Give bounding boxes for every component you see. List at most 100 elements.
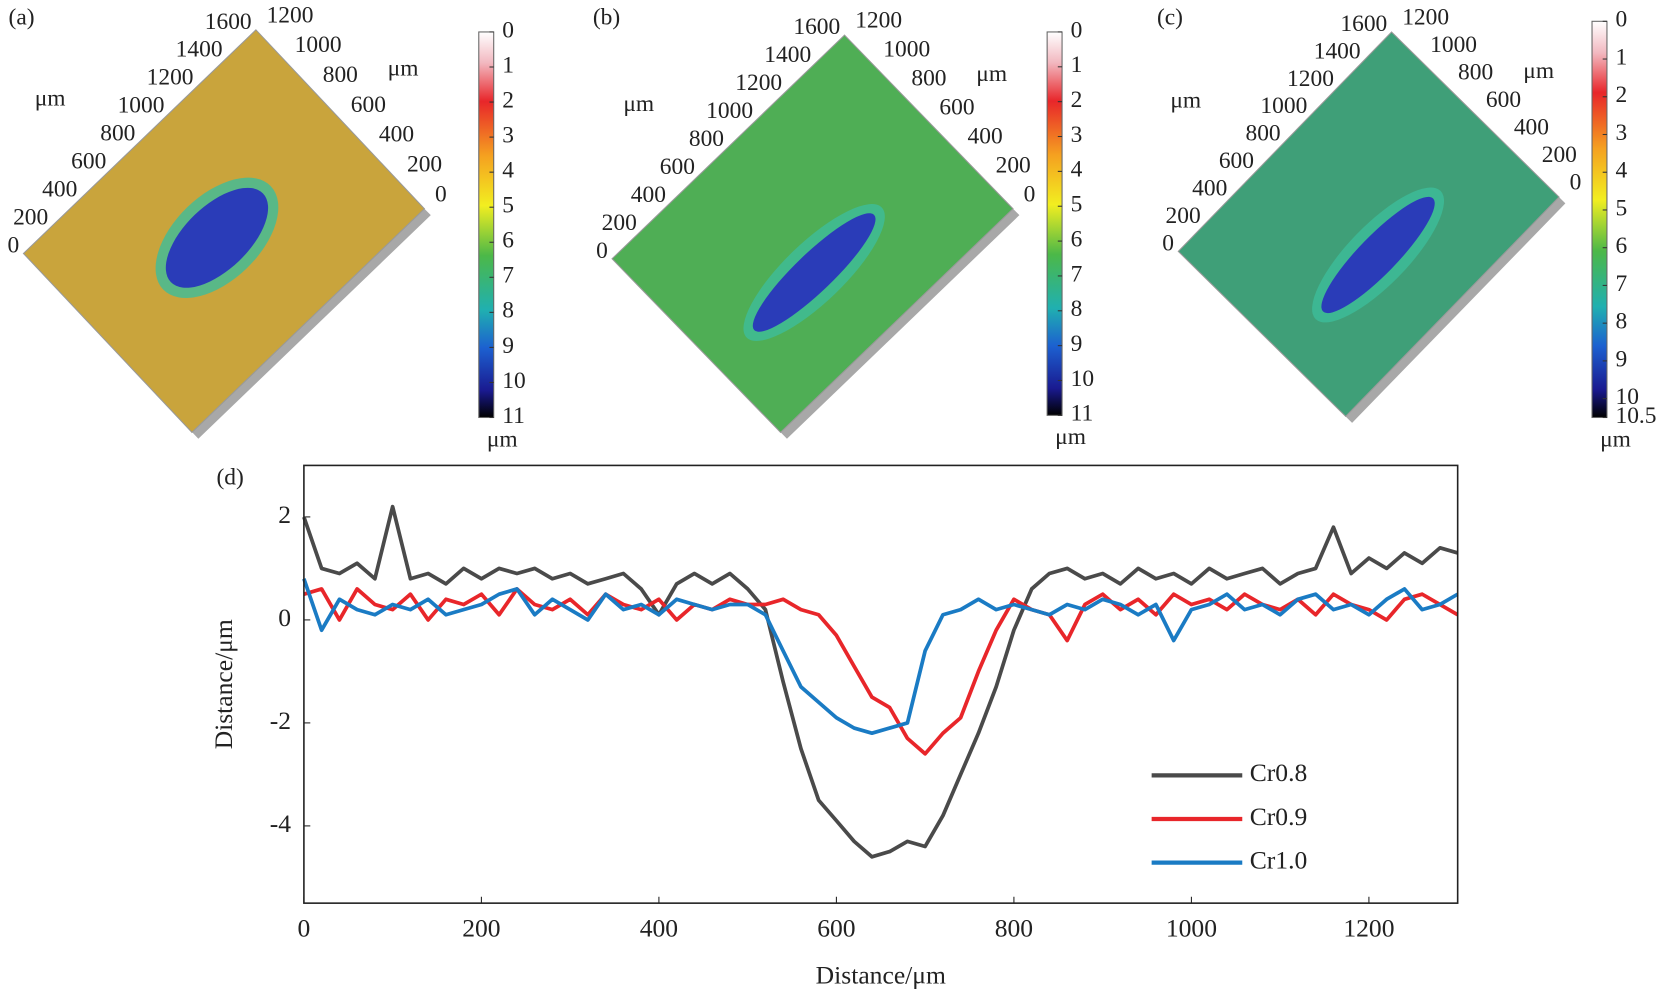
y-tick-label: 400	[379, 122, 414, 148]
colorbar-tick-label: 8	[1071, 296, 1083, 322]
colorbar-tick-label: 5	[1615, 195, 1627, 221]
legend-label: Cr1.0	[1250, 846, 1308, 875]
panel-label: (a)	[9, 5, 35, 31]
y-tick-label: 600	[351, 92, 386, 118]
x-tick-label: 1600	[793, 14, 840, 40]
y-axis-label: μm	[976, 61, 1007, 87]
colorbar-label: μm	[487, 426, 518, 452]
colorbar-tick-label: 10.5	[1615, 403, 1656, 429]
colorbar-tick-label: 10	[1615, 384, 1638, 410]
colorbar-tick-label: 4	[502, 158, 514, 184]
y-tick-label: 400	[968, 123, 1003, 149]
colorbar-tick-label: 1	[1071, 52, 1083, 78]
colorbar-tick-label: 5	[502, 193, 514, 219]
y-tick-label: 200	[407, 152, 442, 178]
y-tick-label: 0	[1024, 181, 1036, 207]
colorbar-tick-label: 8	[1615, 309, 1627, 335]
colorbar-tick-label: 3	[1071, 122, 1083, 148]
colorbar-tick-label: 4	[1615, 158, 1627, 184]
x-tick-label: 1000	[706, 98, 753, 124]
colorbar-tick-label: 10	[502, 368, 525, 394]
colorbar-tick-label: 1	[502, 52, 514, 78]
plot-frame	[303, 464, 1459, 904]
x-tick-label: 1400	[764, 42, 811, 68]
y-tick-label: 800	[911, 66, 946, 92]
x-tick-label: 400	[42, 177, 77, 203]
colorbar-tick-label: 7	[1615, 271, 1627, 297]
x-tick-label: 800	[100, 121, 135, 147]
colorbar-tick-label: 0	[1071, 17, 1083, 43]
y-tick-label: 800	[1458, 60, 1493, 86]
x-tick-label: 600	[660, 154, 695, 180]
data-line	[302, 578, 1459, 736]
x-tick-label: 1200	[147, 65, 194, 91]
panel-label: (b)	[593, 5, 620, 31]
legend-label: Cr0.8	[1250, 758, 1308, 787]
y-tick-label: 0	[1570, 170, 1582, 196]
x-tick-label: 400	[631, 182, 666, 208]
x-tick-label: 600	[817, 914, 855, 943]
x-tick-label: 800	[689, 126, 724, 152]
x-tick-label: 400	[640, 914, 678, 943]
x-tick-label: 1200	[1287, 66, 1334, 92]
y-tick-label: 400	[1514, 115, 1549, 141]
y-tick-label: 1000	[1430, 32, 1477, 58]
colorbar-tick-label: 4	[1071, 157, 1083, 183]
x-tick-label: 1200	[735, 70, 782, 96]
colorbar-tick-label: 9	[1615, 346, 1627, 372]
y-tick-label: 200	[996, 152, 1031, 178]
x-tick-label: 0	[1162, 230, 1174, 256]
y-tick-label: 0	[278, 603, 291, 632]
x-tick-label: 1400	[1314, 38, 1361, 64]
surface	[611, 34, 1014, 434]
x-axis-label: μm	[35, 85, 66, 111]
colorbar-tick-label: 5	[1071, 192, 1083, 218]
legend-label: Cr0.9	[1250, 802, 1308, 831]
x-tick-label: 200	[462, 914, 500, 943]
x-tick-label: 1600	[205, 9, 252, 35]
colorbar-tick-label: 3	[502, 122, 514, 148]
colorbar-tick-label: 2	[1615, 82, 1627, 108]
groove	[752, 213, 876, 332]
colorbar-tick-label: 6	[1071, 226, 1083, 252]
y-tick-label: 800	[323, 62, 358, 88]
x-tick-label: 0	[298, 914, 311, 943]
panel-label: (d)	[216, 465, 243, 491]
colorbar-label: μm	[1600, 426, 1631, 452]
x-axis-label: μm	[1170, 88, 1201, 114]
x-tick-label: 600	[1219, 148, 1254, 174]
y-tick-label: -4	[270, 809, 292, 838]
colorbar-tick-label: 9	[1071, 331, 1083, 357]
y-tick-label: 2	[278, 500, 291, 529]
y-axis-label: Distance/μm	[209, 619, 238, 749]
colorbar-tick-label: 2	[502, 87, 514, 113]
y-axis-label: μm	[388, 56, 419, 82]
colorbar-tick-label: 7	[502, 263, 514, 289]
y-tick-label: -2	[270, 706, 291, 735]
y-tick-label: 1000	[295, 32, 342, 58]
x-tick-label: 1400	[176, 37, 223, 63]
colorbar-tick-label: 11	[1071, 401, 1094, 427]
colorbar-tick-label: 9	[502, 333, 514, 359]
colorbar-label: μm	[1055, 424, 1086, 450]
colorbar-tick-label: 0	[1615, 7, 1627, 33]
x-tick-label: 1200	[1343, 914, 1394, 943]
y-tick-label: 600	[939, 95, 974, 121]
colorbar-tick-label: 3	[1615, 120, 1627, 146]
panel-label: (c)	[1157, 5, 1183, 31]
y-tick-label: 600	[1486, 87, 1521, 113]
x-tick-label: 200	[13, 205, 48, 231]
x-tick-label: 800	[1245, 121, 1280, 147]
x-tick-label: 400	[1192, 175, 1227, 201]
colorbar-tick-label: 10	[1071, 366, 1094, 392]
colorbar-tick-label: 7	[1071, 261, 1083, 287]
x-tick-label: 1600	[1340, 11, 1387, 37]
colorbar-tick-label: 1	[1615, 44, 1627, 70]
x-tick-label: 200	[1166, 203, 1201, 229]
colorbar-tick-label: 2	[1071, 87, 1083, 113]
x-tick-label: 200	[602, 210, 637, 236]
y-tick-label: 1200	[1402, 5, 1449, 31]
y-tick-label: 1200	[267, 2, 314, 28]
y-tick-label: 1200	[855, 8, 902, 34]
x-axis-label: Distance/μm	[816, 961, 946, 990]
